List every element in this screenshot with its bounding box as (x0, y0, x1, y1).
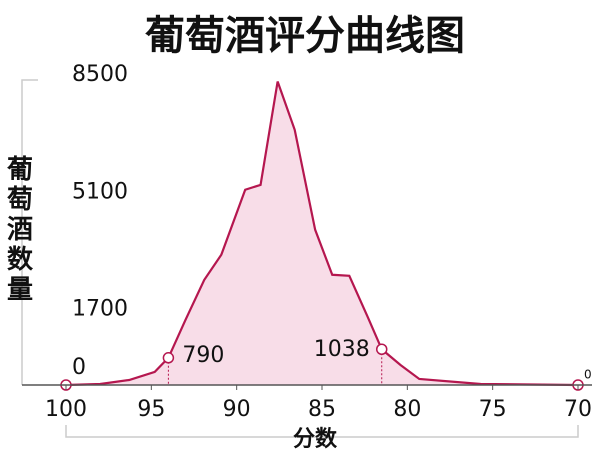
y-axis-label-text: 葡萄酒数量 (7, 155, 34, 305)
y-axis-label: 葡萄酒数量 (7, 155, 34, 305)
data-label: 1038 (314, 337, 370, 362)
data-label: 790 (182, 343, 224, 368)
point-marker (162, 352, 175, 364)
x-tick-label: 85 (308, 397, 336, 422)
area-fill (66, 81, 578, 386)
x-tick-label: 100 (45, 397, 87, 422)
area-line (65, 81, 579, 387)
x-tick-label: 70 (564, 397, 592, 422)
x-bracket (65, 425, 579, 438)
x-axis-label: 分数 (293, 426, 338, 452)
x-tick-label: 75 (479, 397, 507, 422)
y-tick-label: 5100 (72, 179, 128, 204)
y-bracket (21, 79, 38, 385)
chart-title: 葡萄酒评分曲线图 (145, 13, 465, 59)
x-tick-label: 90 (223, 397, 251, 422)
x-tick-label: 95 (137, 397, 165, 422)
x-tick-label: 80 (393, 397, 421, 422)
y-tick-label: 0 (72, 355, 86, 380)
point-marker (375, 343, 388, 355)
y-tick-label: 8500 (72, 62, 128, 87)
data-label: 0 (584, 368, 592, 382)
y-tick-label: 1700 (72, 296, 128, 321)
